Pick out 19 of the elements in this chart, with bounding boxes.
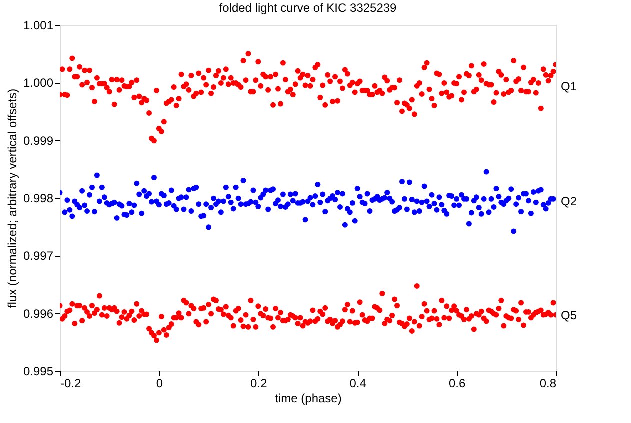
x-tick-label: -0.2: [60, 376, 82, 390]
x-tick-label: 0.6: [448, 376, 466, 390]
x-tick-label: 0: [156, 376, 164, 390]
series-label: Q1: [561, 79, 578, 94]
chart-title: folded light curve of KIC 3325239: [219, 1, 398, 15]
y-tick-label: 0.996: [23, 306, 54, 321]
y-tick-label: 0.998: [23, 192, 54, 206]
y-tick-label: 0.997: [23, 249, 54, 264]
x-axis-title: time (phase): [275, 392, 342, 406]
x-tick-label: 0.8: [540, 376, 557, 390]
y-tick-label: 1.000: [23, 76, 54, 90]
y-tick-label: 0.999: [23, 134, 54, 148]
y-axis-title: flux (normalized; arbitrary vertical offsets): [5, 88, 20, 308]
y-tick-label: 1.001: [23, 18, 54, 32]
x-tick-label: 0.4: [350, 376, 367, 390]
series-label: Q2: [561, 194, 578, 208]
series-label: Q5: [561, 308, 578, 322]
x-tick-label: 0.2: [250, 376, 268, 390]
y-tick-label: 0.995: [23, 364, 54, 378]
